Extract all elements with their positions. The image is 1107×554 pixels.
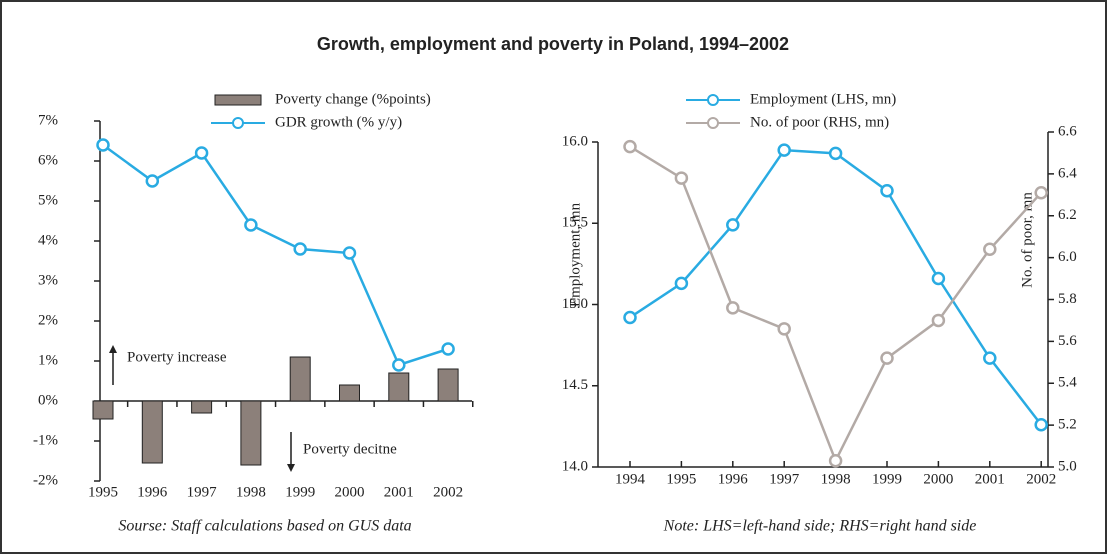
- bar: [289, 356, 311, 402]
- marker: [931, 271, 946, 286]
- marker: [983, 242, 997, 256]
- y-tick-label: -1%: [33, 432, 58, 448]
- y-tick-label: 1%: [38, 352, 58, 368]
- y-tick-label: 0%: [38, 392, 58, 408]
- legend-label: Employment (LHS, mn): [750, 91, 896, 107]
- x-tick-label: 1995: [88, 484, 118, 500]
- y2-tick-label: 5.8: [1058, 291, 1077, 307]
- x-tick-label: 1998: [236, 484, 266, 500]
- y-tick-label: 4%: [38, 232, 58, 248]
- legend-swatch: [214, 94, 262, 106]
- y-tick-label: 14.5: [562, 377, 588, 393]
- marker: [392, 358, 406, 372]
- y-tick-label: 3%: [38, 272, 58, 288]
- y2-tick-label: 5.6: [1058, 333, 1077, 349]
- y-tick-label: 16.0: [562, 133, 588, 149]
- bar: [437, 368, 459, 402]
- bar: [388, 372, 410, 402]
- x-tick-label: 1999: [872, 471, 902, 487]
- y-tick-label: 14.0: [562, 458, 588, 474]
- marker: [880, 351, 894, 365]
- figure-title: Growth, employment and poverty in Poland…: [317, 34, 789, 54]
- marker: [777, 322, 791, 336]
- legend-marker: [707, 94, 719, 106]
- x-tick-label: 2000: [335, 484, 365, 500]
- annotation: Poverty increase: [127, 349, 227, 365]
- y2-tick-label: 6.0: [1058, 249, 1077, 265]
- x-tick-label: 1997: [769, 471, 800, 487]
- annotation-arrowhead: [287, 464, 295, 472]
- annotation-arrowhead: [109, 345, 117, 353]
- y2-axis-label: No. of poor, mn: [1019, 192, 1035, 288]
- y2-tick-label: 6.6: [1058, 123, 1077, 139]
- y-tick-label: 7%: [38, 112, 58, 128]
- marker: [194, 146, 209, 160]
- y-tick-label: 2%: [38, 312, 58, 328]
- legend-label: GDR growth (% y/y): [275, 114, 402, 130]
- marker: [726, 218, 740, 232]
- line: [102, 143, 449, 367]
- x-tick-label: 1996: [137, 484, 168, 500]
- y2-tick-label: 5.4: [1058, 375, 1077, 391]
- note: Sourse: Staff calculations based on GUS …: [118, 518, 411, 535]
- marker: [1034, 418, 1048, 432]
- marker: [674, 276, 689, 291]
- marker: [623, 139, 637, 154]
- bar: [240, 400, 262, 466]
- y-tick-label: 15.5: [562, 215, 588, 231]
- y-tick-label: 15.0: [562, 296, 588, 312]
- bar: [339, 384, 360, 402]
- marker: [441, 342, 455, 356]
- marker: [828, 146, 843, 161]
- marker: [777, 143, 791, 157]
- marker: [342, 246, 357, 260]
- y2-tick-label: 5.0: [1058, 458, 1077, 474]
- bar: [141, 400, 163, 464]
- x-tick-label: 2002: [1026, 471, 1056, 487]
- marker: [880, 184, 894, 198]
- marker: [145, 174, 160, 188]
- marker: [931, 313, 946, 328]
- y2-tick-label: 5.2: [1058, 417, 1077, 433]
- bar: [92, 400, 114, 420]
- x-tick-label: 1999: [285, 484, 315, 500]
- marker: [983, 351, 997, 365]
- x-tick-label: 2002: [433, 484, 463, 500]
- x-tick-label: 2001: [384, 484, 414, 500]
- marker: [293, 242, 307, 256]
- y-tick-label: -2%: [33, 472, 58, 488]
- marker: [1034, 185, 1048, 200]
- legend-label: Poverty change (%points): [275, 91, 431, 107]
- note: Note: LHS=left-hand side; RHS=right hand…: [663, 518, 977, 535]
- marker: [726, 301, 740, 315]
- x-tick-label: 1997: [187, 484, 218, 500]
- marker: [674, 171, 689, 185]
- y-axis-label: Employment, mn: [567, 202, 583, 307]
- marker: [96, 138, 110, 152]
- legend-marker: [707, 117, 719, 129]
- x-tick-label: 1998: [821, 471, 851, 487]
- x-tick-label: 2000: [923, 471, 953, 487]
- x-tick-label: 1994: [615, 471, 646, 487]
- y-tick-label: 6%: [38, 152, 58, 168]
- marker: [623, 310, 637, 325]
- x-tick-label: 1996: [718, 471, 749, 487]
- x-tick-label: 1995: [666, 471, 696, 487]
- bar: [191, 400, 213, 414]
- marker: [828, 453, 843, 468]
- y2-tick-label: 6.4: [1058, 165, 1077, 181]
- legend-marker: [232, 117, 244, 129]
- y-tick-label: 5%: [38, 192, 58, 208]
- marker: [244, 218, 258, 232]
- legend-label: No. of poor (RHS, mn): [750, 114, 889, 130]
- annotation: Poverty decitne: [303, 441, 397, 457]
- y2-tick-label: 6.2: [1058, 207, 1077, 223]
- x-tick-label: 2001: [975, 471, 1005, 487]
